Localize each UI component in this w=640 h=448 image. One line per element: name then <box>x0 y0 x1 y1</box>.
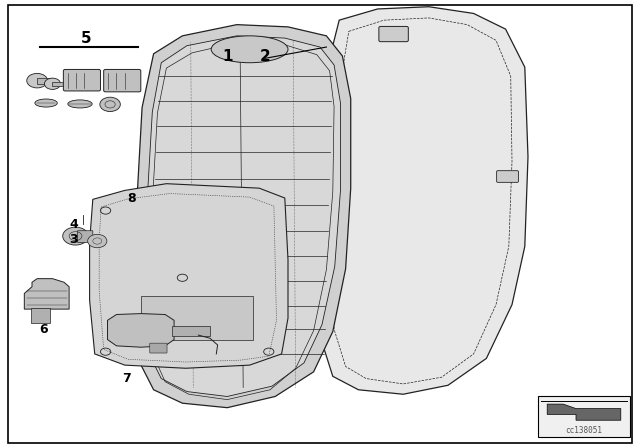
Text: 7: 7 <box>122 372 131 385</box>
Circle shape <box>63 227 88 245</box>
Polygon shape <box>145 36 340 396</box>
Text: cc138051: cc138051 <box>565 426 602 435</box>
FancyBboxPatch shape <box>77 231 93 242</box>
FancyBboxPatch shape <box>52 82 65 86</box>
Bar <box>172 326 210 336</box>
Text: 1: 1 <box>222 48 232 64</box>
Text: 6: 6 <box>39 323 48 336</box>
FancyBboxPatch shape <box>104 69 141 92</box>
Bar <box>141 296 253 340</box>
Polygon shape <box>134 25 351 408</box>
Ellipse shape <box>211 36 288 63</box>
Polygon shape <box>24 279 69 309</box>
Ellipse shape <box>35 99 58 107</box>
Circle shape <box>27 73 47 88</box>
Bar <box>31 308 50 323</box>
Text: 8: 8 <box>127 191 136 205</box>
Circle shape <box>88 234 107 248</box>
FancyBboxPatch shape <box>63 69 100 91</box>
Text: 4: 4 <box>69 218 78 232</box>
Text: 3: 3 <box>69 233 78 246</box>
Circle shape <box>100 97 120 112</box>
FancyBboxPatch shape <box>497 171 518 182</box>
Polygon shape <box>108 314 174 347</box>
Ellipse shape <box>68 100 92 108</box>
Bar <box>538 396 630 437</box>
Polygon shape <box>317 7 528 394</box>
FancyBboxPatch shape <box>379 26 408 42</box>
FancyBboxPatch shape <box>37 78 52 83</box>
Polygon shape <box>90 184 288 368</box>
Text: 5: 5 <box>81 30 92 46</box>
FancyBboxPatch shape <box>150 343 167 353</box>
Text: 2: 2 <box>260 48 271 64</box>
Circle shape <box>44 78 61 90</box>
Polygon shape <box>547 404 621 420</box>
